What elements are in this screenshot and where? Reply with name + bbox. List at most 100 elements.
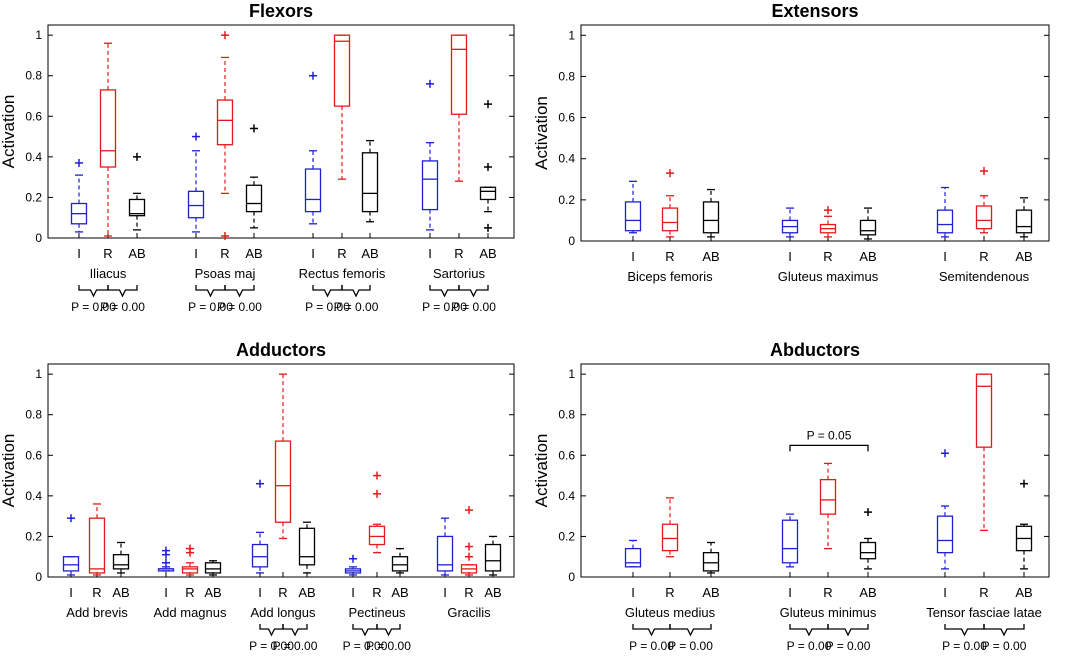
boxplot-i (62, 514, 80, 576)
x-tick-label: R (464, 585, 473, 600)
box-iqr (204, 562, 222, 574)
y-axis-label: Activation (0, 434, 18, 508)
outlier-marker (373, 489, 381, 498)
y-tick-label: 1 (35, 28, 42, 42)
muscle-group-add-brevis: I R AB Add brevis (62, 503, 130, 620)
chart-title: Flexors (249, 1, 313, 21)
muscle-label: Psoas maj (195, 266, 256, 281)
x-tick-label: R (979, 249, 988, 264)
outlier-marker (465, 506, 473, 515)
y-tick-label: 0.6 (25, 109, 42, 123)
x-tick-label: AB (702, 585, 719, 600)
boxplot-r (975, 373, 993, 531)
muscle-label: Rectus femoris (299, 266, 386, 281)
boxplot-i (251, 479, 269, 574)
p-value-label: P = 0.00 (100, 300, 145, 314)
p-value-label: P = 0.00 (787, 639, 832, 653)
outlier-marker (162, 558, 170, 567)
muscle-label: Add brevis (66, 605, 128, 620)
x-tick-label: R (665, 249, 674, 264)
box-iqr (819, 478, 837, 515)
boxplot-r (819, 462, 837, 550)
y-tick-label: 0.2 (558, 529, 575, 543)
muscle-label: Gracilis (447, 605, 491, 620)
boxplot-r (661, 169, 679, 238)
comparison-brace (352, 624, 378, 637)
box-iqr (333, 34, 351, 107)
comparison-brace (632, 624, 671, 637)
x-tick-label: R (103, 246, 112, 261)
x-tick-label: AB (128, 246, 145, 261)
p-value-label: P = 0.00 (668, 639, 713, 653)
outlier-marker (484, 163, 492, 171)
box-iqr (112, 554, 130, 570)
comparison-brace (282, 624, 308, 637)
x-tick-label: AB (479, 246, 496, 261)
boxplot-i (781, 513, 799, 568)
muscle-group-semitendenous: I R AB Semitendenous (936, 167, 1033, 284)
box-iqr (484, 543, 502, 572)
y-tick-label: 0.4 (25, 489, 42, 503)
boxplot-i (436, 517, 454, 576)
outlier-marker (1020, 479, 1028, 488)
x-tick-label: AB (484, 585, 501, 600)
x-tick-label: R (979, 585, 988, 600)
boxplot-ab (702, 541, 720, 574)
box-iqr (859, 219, 877, 236)
muscle-label: Sartorius (433, 266, 486, 281)
outlier-marker (465, 552, 473, 561)
box-iqr (1015, 209, 1033, 234)
muscle-label: Gluteus maximus (778, 269, 879, 284)
boxplot-ab (361, 139, 379, 223)
muscle-label: Biceps femoris (627, 269, 713, 284)
comparison-brace (224, 285, 255, 298)
comparison-brace (107, 285, 138, 298)
x-tick-label: AB (1015, 249, 1032, 264)
muscle-label: Semitendenous (939, 269, 1030, 284)
comparison-brace (259, 624, 284, 637)
box-iqr (298, 527, 316, 566)
outlier-marker (162, 550, 170, 559)
box-iqr (391, 556, 409, 572)
box-iqr (936, 515, 954, 554)
boxplot-i (187, 132, 205, 233)
plot-frame (47, 363, 515, 578)
boxplot-i (936, 186, 954, 238)
boxplot-r (88, 503, 106, 576)
outlier-marker (465, 542, 473, 551)
outlier-marker (192, 132, 200, 141)
comparison-brace (458, 285, 489, 298)
muscle-label: Add longus (250, 605, 316, 620)
x-tick-label: R (372, 585, 381, 600)
x-tick-label: I (69, 585, 73, 600)
y-tick-label: 1 (35, 367, 42, 381)
x-tick-label: I (258, 585, 262, 600)
muscle-group-rectus-femoris: I R AB Rectus femoris P = 0.00P = 0.00 (299, 34, 386, 314)
outlier-marker (250, 124, 258, 133)
muscle-label: Tensor fasciae latae (926, 605, 1042, 620)
box-iqr (936, 209, 954, 234)
x-tick-label: R (823, 585, 832, 600)
boxplot-ab (391, 547, 409, 574)
box-iqr (181, 566, 199, 574)
box-iqr (702, 201, 720, 234)
outlier-marker (484, 100, 492, 109)
x-tick-label: R (220, 246, 229, 261)
comparison-brace (376, 624, 401, 637)
boxplot-i (304, 71, 322, 225)
outlier-marker (221, 31, 229, 40)
p-value-label: P = 0.00 (188, 300, 233, 314)
outlier-marker (980, 167, 988, 176)
boxplot-ab (112, 541, 130, 574)
boxplot-ab (1015, 197, 1033, 238)
x-tick-label: I (164, 585, 168, 600)
y-tick-label: 0.6 (25, 448, 42, 462)
plot-frame (580, 24, 1050, 242)
box-iqr (479, 186, 497, 201)
x-tick-label: AB (298, 585, 315, 600)
boxplot-r (460, 506, 478, 576)
muscle-label: Gluteus minimus (780, 605, 877, 620)
box-iqr (975, 373, 993, 448)
x-tick-label: I (443, 585, 447, 600)
